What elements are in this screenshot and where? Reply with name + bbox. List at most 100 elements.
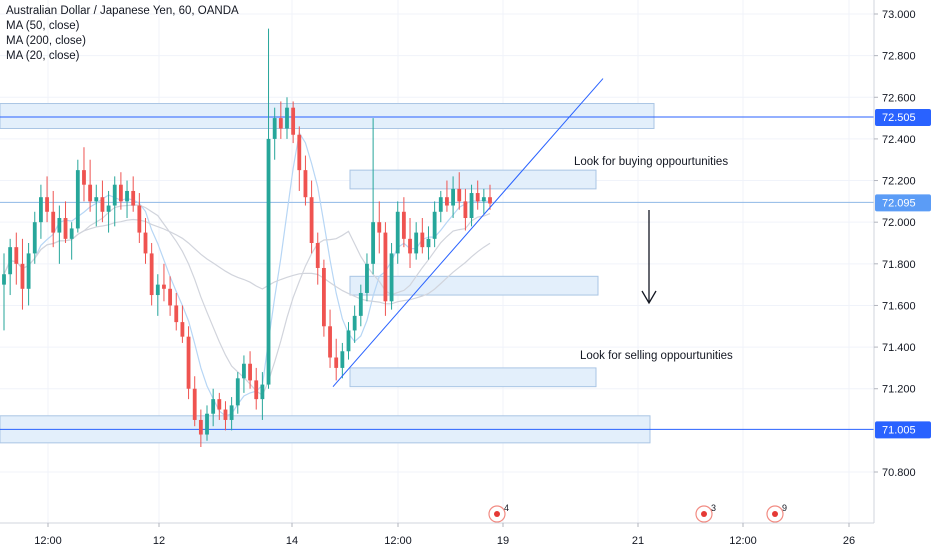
candle-body — [2, 274, 6, 285]
candle-body — [297, 134, 302, 171]
y-axis-tick-label: 72.000 — [882, 217, 916, 229]
candle-body — [94, 197, 99, 202]
x-axis-tick-label: 12 — [153, 535, 165, 547]
candle-body — [420, 232, 425, 248]
candle-body — [26, 253, 31, 289]
x-axis-tick-label: 26 — [843, 535, 855, 547]
candle-body — [266, 138, 271, 385]
candle-body — [248, 363, 252, 381]
y-axis-tick-label: 73.000 — [882, 9, 916, 21]
candle-body — [69, 228, 74, 239]
candle-body — [401, 211, 406, 239]
candle-body — [223, 409, 228, 420]
candle-body — [106, 205, 111, 212]
candle-body — [149, 253, 154, 296]
price-badge — [875, 194, 931, 212]
candle-body — [14, 247, 19, 264]
candle-body — [352, 315, 357, 331]
legend-title: Australian Dollar / Japanese Yen, 60, OA… — [6, 5, 239, 17]
candle-body — [137, 205, 142, 233]
candle-body — [426, 238, 431, 248]
candle-body — [340, 351, 345, 368]
legend-ma-20: MA (20, close) — [6, 50, 80, 62]
event-count: 4 — [504, 503, 509, 513]
candle-body — [155, 284, 160, 296]
candle-body — [303, 170, 308, 198]
candle-body — [88, 184, 93, 202]
candle-body — [315, 243, 320, 268]
y-axis-tick-label: 72.600 — [882, 92, 916, 104]
candle-body — [100, 197, 105, 212]
candle-body — [285, 107, 289, 129]
candle-body — [125, 190, 129, 202]
candle-body — [57, 218, 62, 233]
candle-body — [198, 419, 203, 435]
legend-ma-50: MA (50, close) — [6, 20, 80, 32]
candle-body — [51, 211, 56, 233]
candle-body — [408, 238, 412, 254]
event-count: 9 — [782, 503, 787, 513]
x-axis-tick-label: 19 — [497, 535, 509, 547]
zone-rectangle[interactable] — [349, 367, 597, 388]
y-axis-tick-label: 71.600 — [882, 300, 916, 312]
candle-body — [469, 193, 474, 219]
x-axis-tick-label: 14 — [286, 535, 298, 547]
candle-body — [211, 399, 216, 414]
candle-body — [389, 253, 394, 302]
candle-body — [82, 170, 86, 185]
candle-body — [438, 197, 443, 212]
candle-body — [365, 263, 369, 293]
zone-rectangle[interactable] — [349, 275, 599, 296]
candle-body — [143, 232, 148, 254]
x-axis-tick-label: 12:00 — [34, 535, 62, 547]
candle-body — [457, 188, 462, 202]
candle-body — [20, 263, 25, 289]
y-axis-tick-label: 72.200 — [882, 176, 916, 188]
candle-body — [112, 184, 117, 206]
price-badge — [875, 421, 931, 439]
candle-body — [309, 197, 314, 243]
event-icon-dot — [772, 511, 778, 517]
event-icon-dot — [494, 511, 500, 517]
candle-body — [192, 388, 197, 420]
candle-body — [131, 190, 136, 206]
candle-body — [395, 211, 400, 254]
candle-body — [488, 197, 492, 204]
y-axis-tick-label: 70.800 — [882, 467, 916, 479]
x-axis-tick-label: 12:00 — [729, 535, 757, 547]
candle-body — [162, 284, 166, 289]
y-axis-tick-label: 72.400 — [882, 134, 916, 146]
candle-body — [371, 222, 376, 264]
zone-rectangle[interactable] — [0, 103, 655, 129]
candle-body — [481, 197, 486, 202]
down-arrow-icon[interactable] — [641, 290, 657, 305]
candle-body — [475, 193, 480, 202]
candle-body — [272, 118, 277, 139]
buy-annotation[interactable]: Look for buying oppourtunities — [574, 156, 728, 168]
candle-body — [242, 363, 246, 379]
candle-body — [63, 218, 68, 239]
event-icon-dot — [701, 511, 707, 517]
candle-body — [260, 384, 265, 400]
candle-body — [174, 305, 179, 323]
candle-body — [168, 288, 173, 306]
candle-body — [229, 405, 234, 420]
ascending-trendline[interactable] — [332, 78, 604, 387]
price-badge-label: 72.505 — [882, 112, 916, 124]
candle-body — [328, 326, 332, 358]
candle-body — [75, 170, 80, 229]
y-axis-tick-label: 72.800 — [882, 51, 916, 63]
candle-body — [205, 413, 209, 435]
sell-annotation[interactable]: Look for selling oppourtunities — [580, 350, 733, 362]
candle-body — [45, 197, 49, 212]
candle-body — [186, 336, 191, 389]
zone-rectangle[interactable] — [349, 169, 597, 190]
y-axis-tick-label: 71.200 — [882, 384, 916, 396]
price-badge-label: 71.005 — [882, 424, 916, 436]
candle-body — [235, 378, 240, 406]
candle-body — [118, 184, 123, 202]
candle-body — [278, 118, 283, 129]
price-badge-label: 72.095 — [882, 197, 916, 209]
price-badge — [875, 109, 931, 127]
